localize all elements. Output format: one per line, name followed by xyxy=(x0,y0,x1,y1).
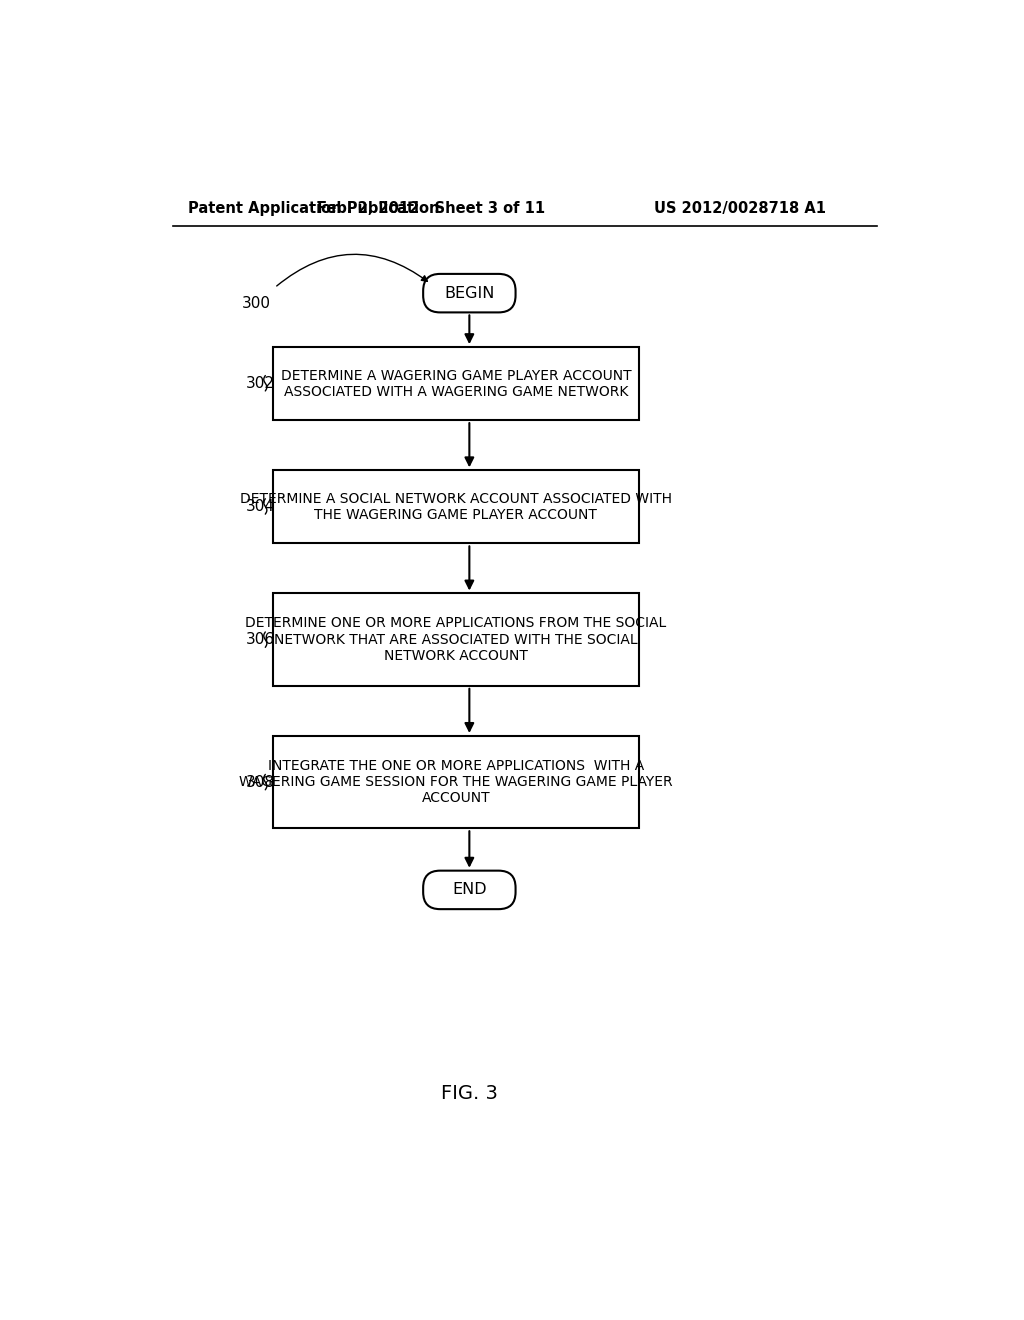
Text: END: END xyxy=(452,882,486,898)
Text: 300: 300 xyxy=(243,296,271,310)
Text: DETERMINE ONE OR MORE APPLICATIONS FROM THE SOCIAL
NETWORK THAT ARE ASSOCIATED W: DETERMINE ONE OR MORE APPLICATIONS FROM … xyxy=(246,616,667,663)
Text: INTEGRATE THE ONE OR MORE APPLICATIONS  WITH A
WAGERING GAME SESSION FOR THE WAG: INTEGRATE THE ONE OR MORE APPLICATIONS W… xyxy=(239,759,673,805)
Text: Feb. 2, 2012   Sheet 3 of 11: Feb. 2, 2012 Sheet 3 of 11 xyxy=(316,201,545,216)
Bar xyxy=(273,347,639,420)
Text: DETERMINE A SOCIAL NETWORK ACCOUNT ASSOCIATED WITH
THE WAGERING GAME PLAYER ACCO: DETERMINE A SOCIAL NETWORK ACCOUNT ASSOC… xyxy=(240,492,672,521)
Text: FIG. 3: FIG. 3 xyxy=(441,1085,498,1104)
FancyBboxPatch shape xyxy=(423,275,515,313)
Text: Patent Application Publication: Patent Application Publication xyxy=(188,201,440,216)
Bar xyxy=(273,470,639,544)
Bar xyxy=(273,737,639,829)
Text: DETERMINE A WAGERING GAME PLAYER ACCOUNT
ASSOCIATED WITH A WAGERING GAME NETWORK: DETERMINE A WAGERING GAME PLAYER ACCOUNT… xyxy=(281,368,631,399)
Text: 302: 302 xyxy=(246,376,275,391)
Text: 308: 308 xyxy=(246,775,275,789)
Text: 306: 306 xyxy=(246,632,275,647)
Text: 304: 304 xyxy=(246,499,275,513)
FancyBboxPatch shape xyxy=(423,871,515,909)
Text: BEGIN: BEGIN xyxy=(444,285,495,301)
Bar xyxy=(273,594,639,686)
Text: US 2012/0028718 A1: US 2012/0028718 A1 xyxy=(654,201,826,216)
